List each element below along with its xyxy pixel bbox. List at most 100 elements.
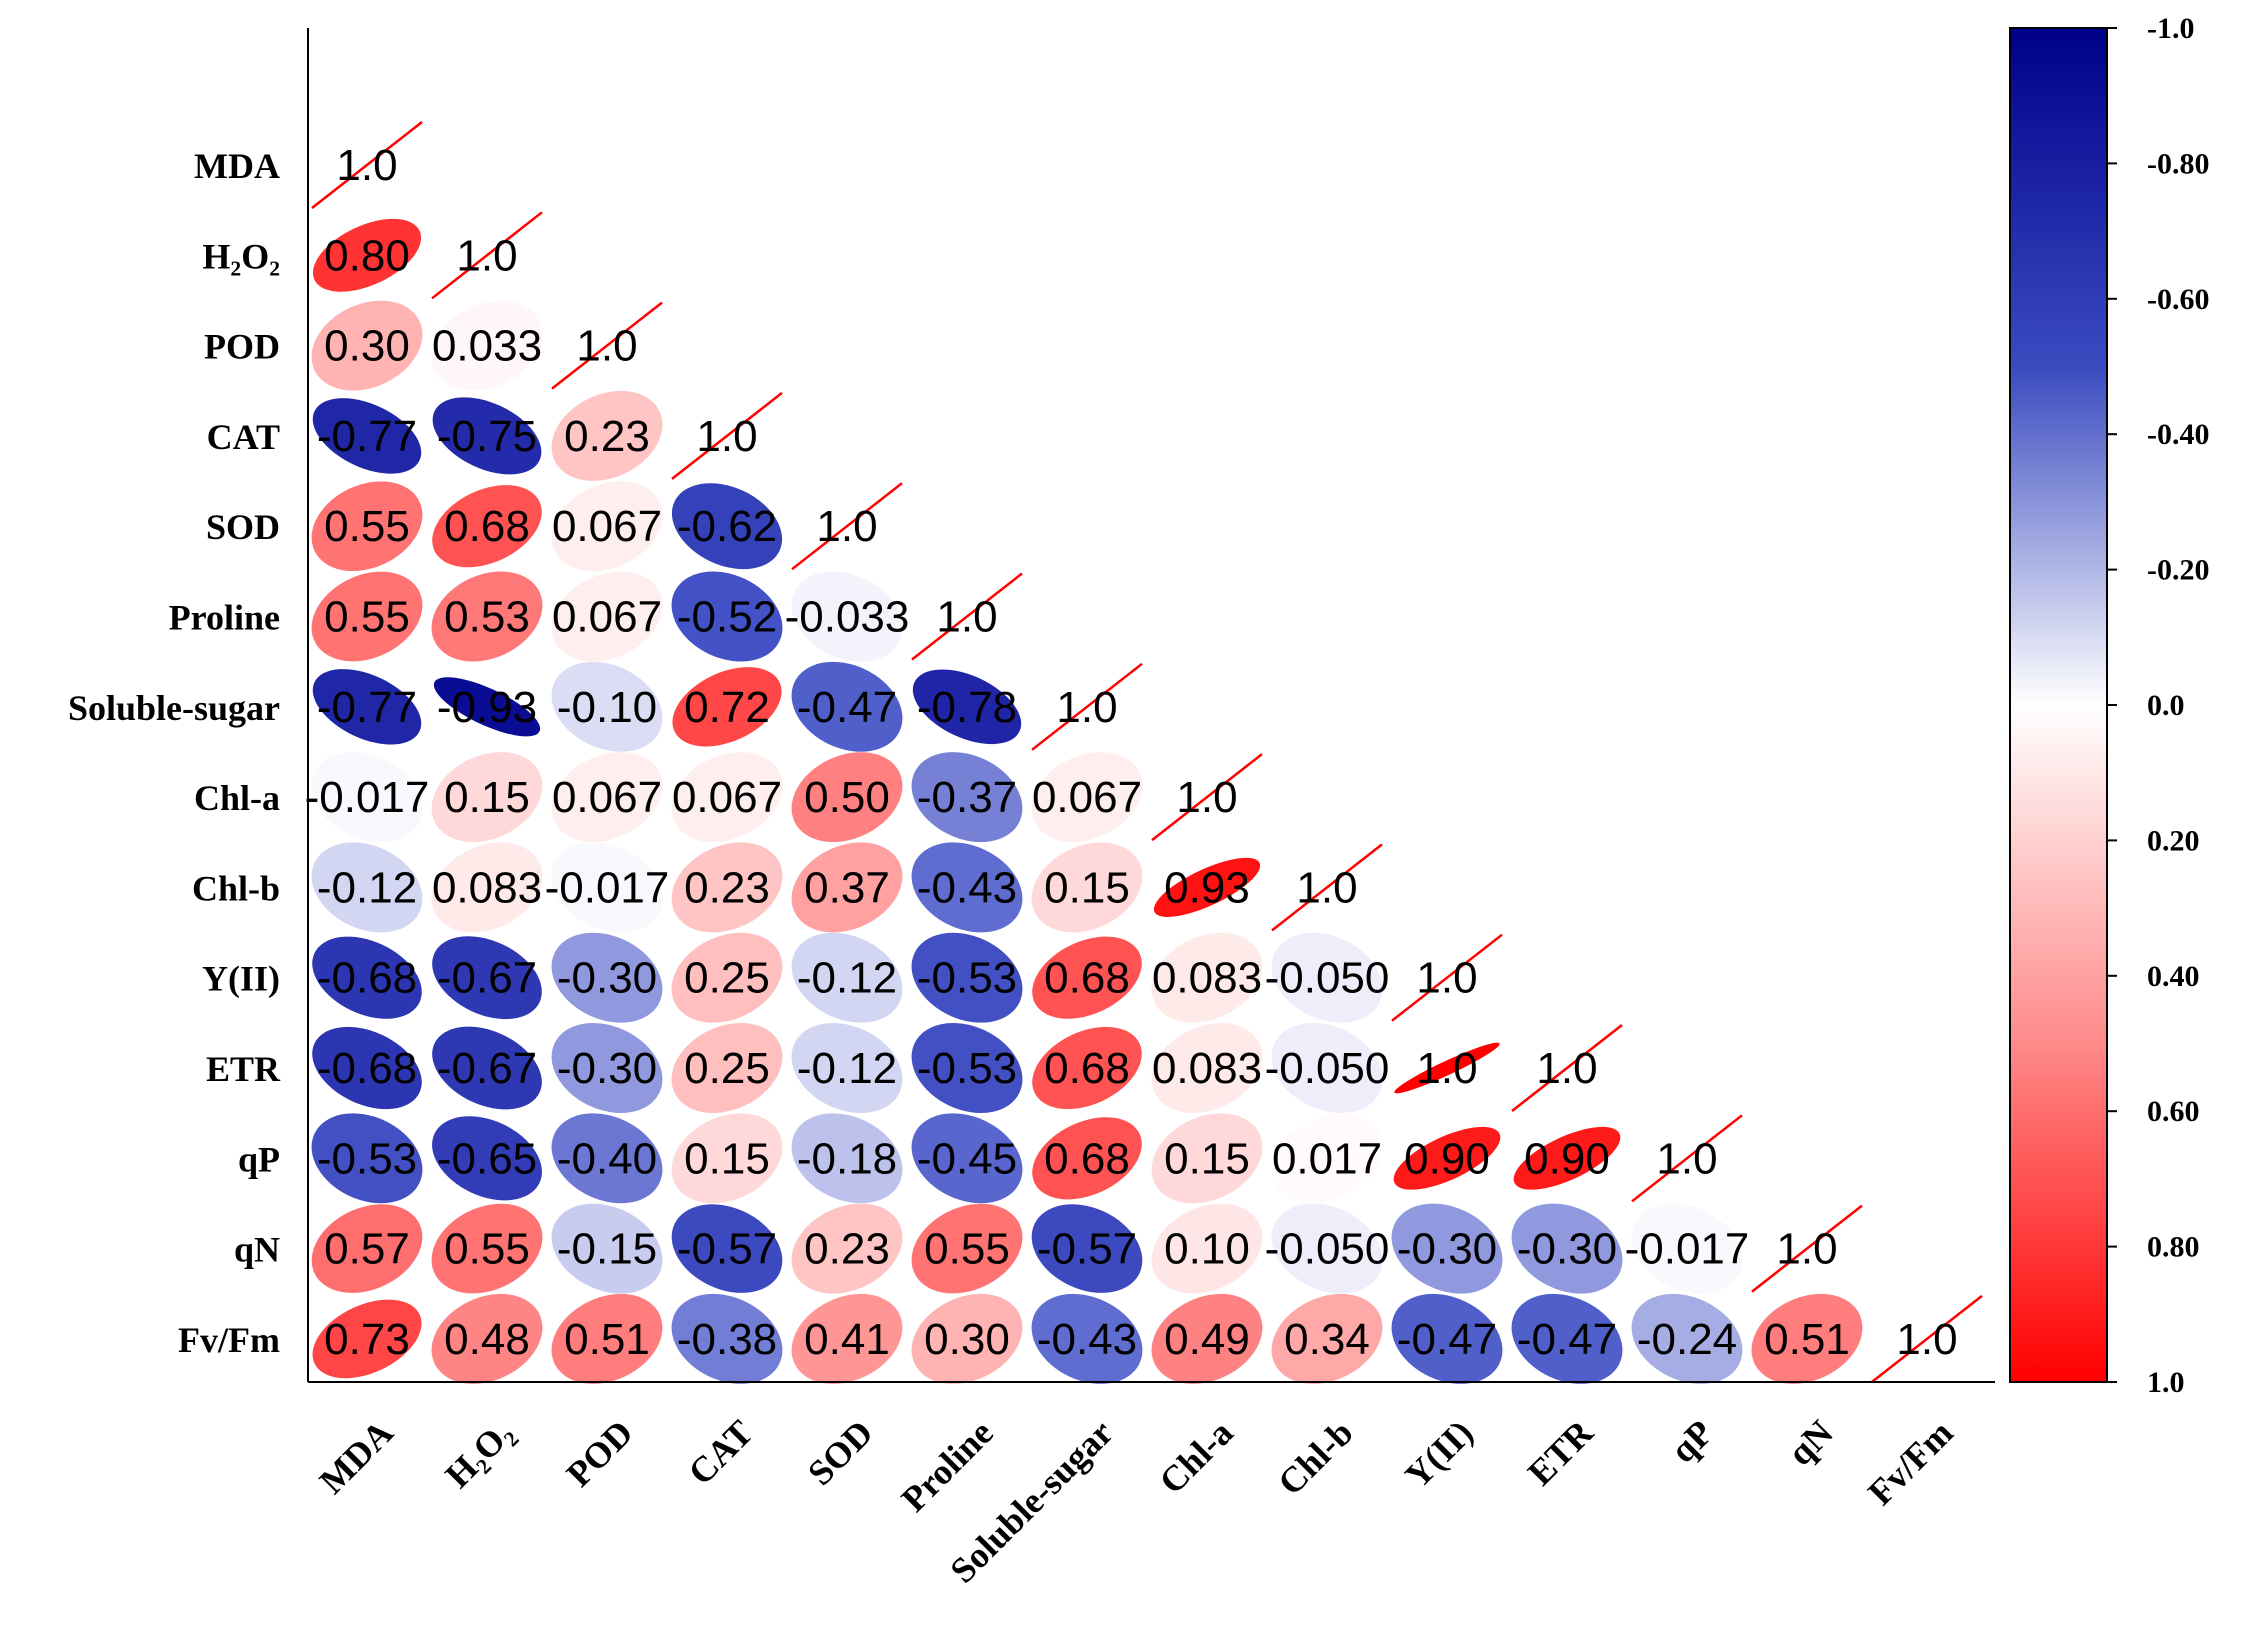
colorbar-tick-label: 0.20 xyxy=(2147,824,2200,857)
correlation-value: -0.53 xyxy=(917,954,1017,1003)
correlation-ellipse xyxy=(1271,1293,1383,1384)
row-label: Fv/Fm xyxy=(178,1320,280,1360)
correlation-ellipse xyxy=(1631,1203,1743,1294)
correlation-ellipse xyxy=(1511,1203,1623,1294)
correlation-ellipse xyxy=(671,1293,783,1384)
correlation-value: 1.0 xyxy=(456,231,517,280)
correlation-value: -0.57 xyxy=(1037,1225,1137,1274)
correlation-value: 0.25 xyxy=(684,1044,770,1093)
correlation-value: -0.12 xyxy=(317,863,417,912)
correlation-value: 0.90 xyxy=(1404,1134,1490,1183)
correlation-ellipse xyxy=(1151,932,1263,1023)
correlation-value: 0.55 xyxy=(324,502,410,551)
diagonal-mark xyxy=(1631,1114,1743,1203)
diagonal-mark xyxy=(791,482,903,571)
correlation-ellipse xyxy=(671,932,783,1023)
correlation-ellipse xyxy=(432,936,542,1020)
correlation-value: 0.017 xyxy=(1272,1134,1382,1183)
correlation-value: -0.52 xyxy=(677,593,777,642)
correlation-value: 1.0 xyxy=(1056,683,1117,732)
correlation-ellipse xyxy=(551,481,663,572)
correlation-value: 0.15 xyxy=(1164,1134,1250,1183)
diagonal-mark xyxy=(551,301,663,390)
correlation-value: 0.68 xyxy=(1044,954,1130,1003)
correlation-ellipse xyxy=(431,1203,543,1294)
correlation-value: -0.67 xyxy=(437,1044,537,1093)
colorbar-tick-label: 0.60 xyxy=(2147,1095,2200,1128)
correlation-value: 0.51 xyxy=(564,1315,650,1364)
correlation-ellipse xyxy=(1031,842,1143,933)
correlation-ellipse xyxy=(1151,1203,1263,1294)
correlation-ellipse xyxy=(311,1113,423,1204)
correlation-ellipse xyxy=(911,752,1023,843)
correlation-value: 0.68 xyxy=(1044,1044,1130,1093)
correlation-value: -0.62 xyxy=(677,502,777,551)
correlation-value: 0.15 xyxy=(684,1134,770,1183)
correlation-ellipse xyxy=(1153,857,1261,917)
correlation-ellipse xyxy=(312,936,422,1019)
correlation-value: -0.43 xyxy=(1037,1315,1137,1364)
correlation-value: 0.51 xyxy=(1764,1315,1850,1364)
correlation-value: 0.067 xyxy=(552,773,662,822)
correlation-ellipse xyxy=(432,397,542,475)
colorbar-tick-label: -1.0 xyxy=(2147,12,2195,45)
column-label: qN xyxy=(1780,1412,1841,1473)
correlation-ellipse xyxy=(551,1113,663,1204)
heatmap-cells: 1.0 0.80 1.0 0.30 0.033 1.0 -0.77 -0.75 0.23 1.0 0… xyxy=(305,121,1983,1384)
column-label: Y(II) xyxy=(1397,1412,1480,1495)
row-labels: MDA H₂O₂ POD CAT SOD Proline Soluble-sugar Chl-… xyxy=(68,146,281,1360)
correlation-ellipse xyxy=(312,398,422,474)
correlation-ellipse xyxy=(791,1293,903,1384)
row-label: H₂O₂ xyxy=(202,236,280,276)
column-label: Chl-b xyxy=(1270,1412,1361,1503)
column-label: ETR xyxy=(1520,1412,1601,1493)
column-label: Chl-a xyxy=(1152,1412,1241,1501)
correlation-value: 0.15 xyxy=(1044,863,1130,912)
correlation-ellipse xyxy=(671,1204,783,1293)
row-label: Y(II) xyxy=(202,959,280,999)
diagonal-mark xyxy=(431,211,543,300)
correlation-value: 1.0 xyxy=(696,412,757,461)
correlation-ellipse xyxy=(672,667,782,747)
correlation-value: 0.37 xyxy=(804,863,890,912)
correlation-value: 0.90 xyxy=(1524,1134,1610,1183)
correlation-ellipse xyxy=(312,1026,422,1110)
correlation-ellipse xyxy=(1391,1203,1503,1294)
correlation-ellipse xyxy=(1271,1023,1383,1113)
correlation-value: -0.78 xyxy=(917,683,1017,732)
correlation-ellipse xyxy=(791,752,903,843)
correlation-value: 1.0 xyxy=(1536,1044,1597,1093)
correlation-value: 1.0 xyxy=(1776,1225,1837,1274)
correlation-ellipse xyxy=(791,661,903,752)
colorbar-legend: -1.0 -0.80 -0.60 -0.40 -0.20 0.0 0.20 0.40 0.60 0… xyxy=(2009,12,2210,1399)
correlation-value: 0.48 xyxy=(444,1315,530,1364)
correlation-value: -0.30 xyxy=(1517,1225,1617,1274)
correlation-ellipse xyxy=(1394,1042,1500,1094)
colorbar-gradient xyxy=(2009,27,2108,1383)
correlation-ellipse xyxy=(671,1113,783,1204)
correlation-value: -0.18 xyxy=(797,1134,897,1183)
correlation-ellipse xyxy=(911,1293,1023,1384)
correlation-value: 0.55 xyxy=(324,593,410,642)
correlation-value: -0.47 xyxy=(1397,1315,1497,1364)
correlation-value: 0.23 xyxy=(804,1225,890,1274)
correlation-value: -0.77 xyxy=(317,412,417,461)
diagonal-mark xyxy=(1391,933,1503,1022)
correlation-value: -0.15 xyxy=(557,1225,657,1274)
correlation-ellipse xyxy=(1393,1126,1501,1190)
correlation-ellipse xyxy=(911,932,1023,1023)
diagonal-mark xyxy=(1151,753,1263,842)
correlation-value: -0.017 xyxy=(305,773,430,822)
colorbar-tick-label: -0.60 xyxy=(2147,283,2210,316)
correlation-ellipse xyxy=(671,483,783,570)
correlation-ellipse xyxy=(312,218,422,292)
plot-axes xyxy=(307,28,1995,1383)
column-label: Proline xyxy=(894,1412,1001,1519)
correlation-ellipse xyxy=(311,300,423,391)
column-label: MDA xyxy=(312,1412,401,1501)
correlation-value: -0.033 xyxy=(785,593,910,642)
correlation-value: 0.083 xyxy=(1152,954,1262,1003)
correlation-ellipse xyxy=(551,1023,663,1113)
correlation-ellipse xyxy=(433,677,541,737)
colorbar-tick-label: 1.0 xyxy=(2147,1366,2185,1399)
